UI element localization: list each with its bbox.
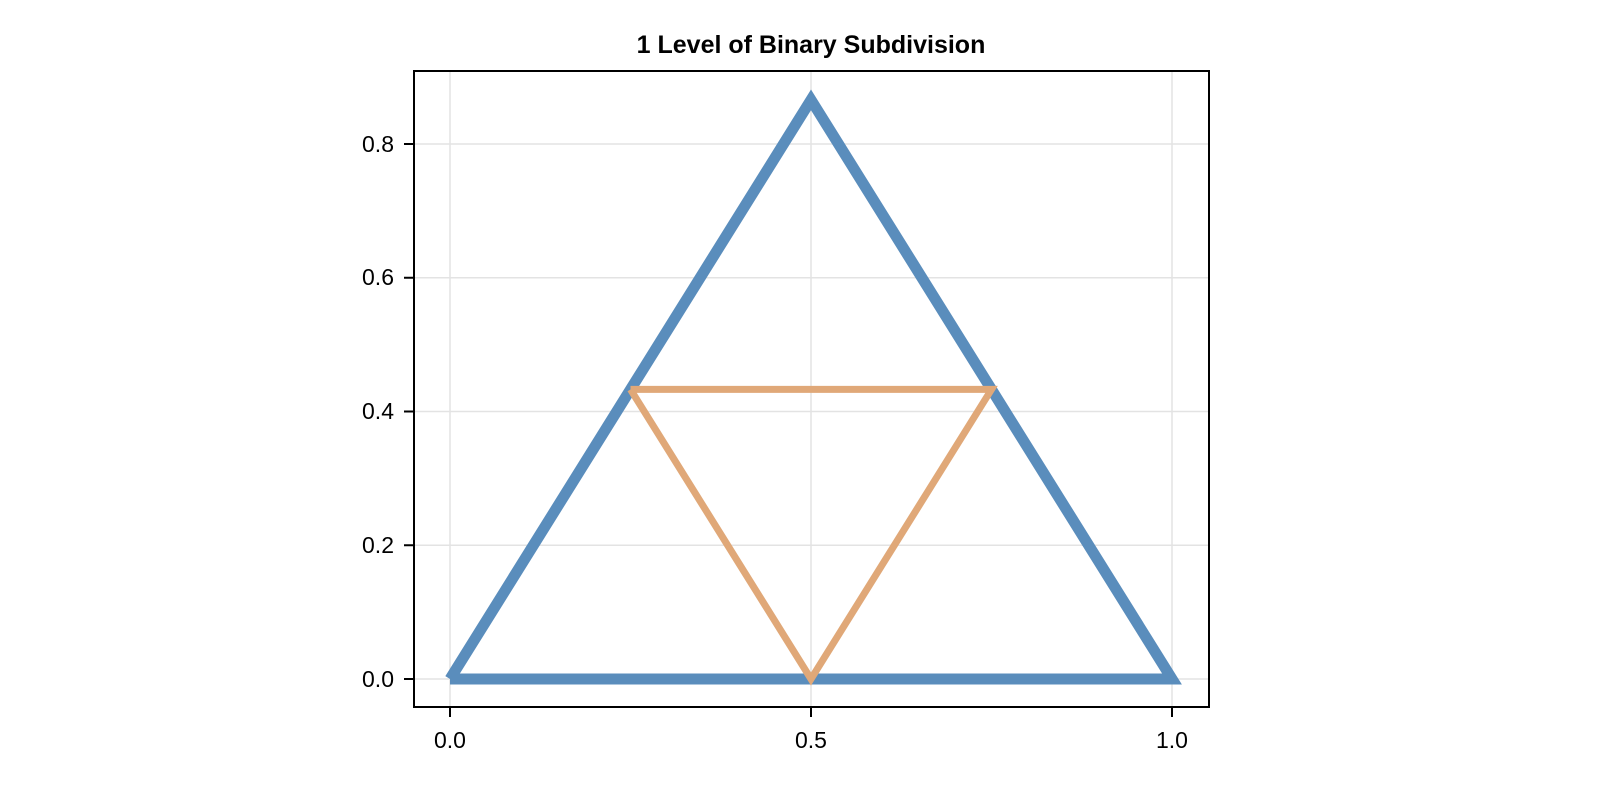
axis-ticks [404,143,1173,717]
x-tick-label: 0.0 [434,727,466,753]
y-tick-label: 0.8 [362,131,394,157]
y-tick-label: 0.4 [362,398,394,424]
y-tick-label: 0.2 [362,532,394,558]
y-tick-label: 0.0 [362,666,394,692]
data-series [445,89,1182,686]
x-tick-label: 1.0 [1156,727,1188,753]
series-line [627,385,998,686]
y-tick-label: 0.6 [362,264,394,290]
chart-title: 1 Level of Binary Subdivision [636,31,986,59]
x-tick-label: 0.5 [795,727,827,753]
